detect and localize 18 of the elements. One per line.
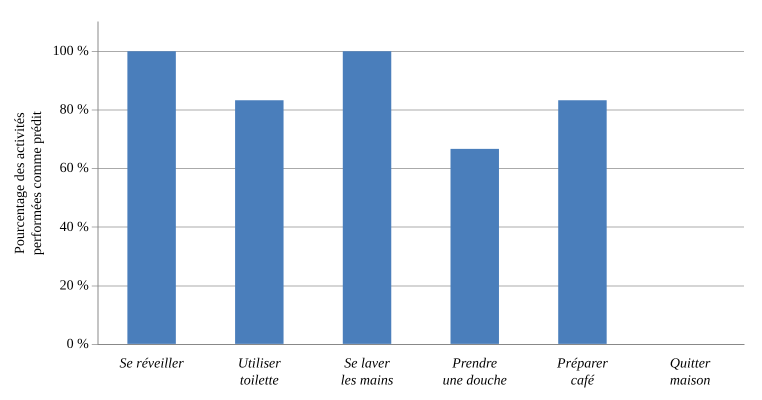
bar xyxy=(235,100,284,344)
x-tick-label: Préparer café xyxy=(556,356,608,388)
x-tick-label: Utiliser toilette xyxy=(238,356,282,388)
y-tick-label: 100 % xyxy=(52,44,90,59)
y-tick-label: 80 % xyxy=(60,102,90,118)
y-axis-title: Pourcentage des activités performées comme prédit xyxy=(13,111,45,256)
x-tick-label: Se laver les mains xyxy=(340,356,394,388)
x-tick-label: Quitter maison xyxy=(670,356,711,388)
y-tick-label: 40 % xyxy=(60,220,90,235)
y-tick-label: 60 % xyxy=(60,161,90,176)
y-tick-label: 0 % xyxy=(66,337,90,352)
bar xyxy=(558,100,607,344)
bar xyxy=(450,148,499,344)
x-tick-label: Prendre une douche xyxy=(442,356,507,388)
bar xyxy=(127,51,176,344)
x-tick-label: Se réveiller xyxy=(120,356,184,372)
y-tick-label: 20 % xyxy=(60,278,90,294)
bar xyxy=(342,51,392,344)
